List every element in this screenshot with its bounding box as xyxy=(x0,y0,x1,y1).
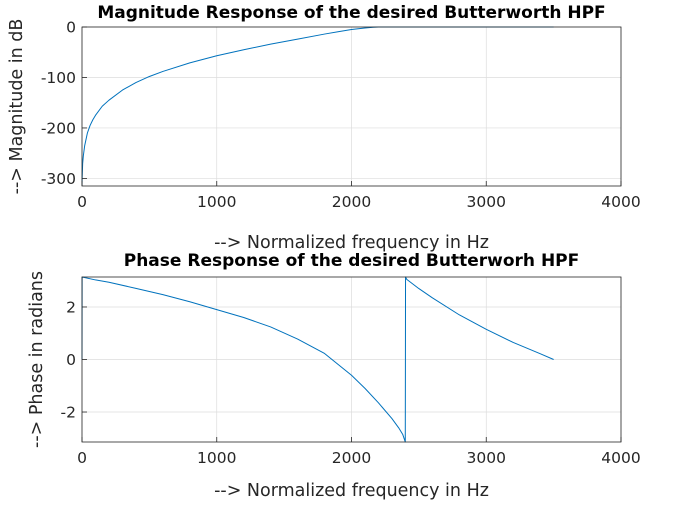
phase-xtick-label: 2000 xyxy=(332,449,371,467)
phase-ytick-label: 2 xyxy=(66,298,76,316)
phase-ylabel: --> Phase in radians xyxy=(27,271,47,448)
phase-xtick-label: 1000 xyxy=(197,449,236,467)
phase-xtick-label: 4000 xyxy=(601,449,640,467)
magnitude-xtick-label: 3000 xyxy=(467,193,506,211)
phase-series-line xyxy=(81,276,554,443)
magnitude-ytick-label: -200 xyxy=(41,119,76,137)
phase-xtick-label: 0 xyxy=(77,449,87,467)
phase-xtick-label: 3000 xyxy=(467,449,506,467)
magnitude-xtick-label: 2000 xyxy=(332,193,371,211)
magnitude-ylabel: --> Magnitude in dB xyxy=(7,19,27,195)
phase-subplot: 0 1000 2000 3000 4000 2 0 -2 Phase Response of … xyxy=(27,251,641,501)
magnitude-ytick-label: 0 xyxy=(66,19,76,37)
magnitude-title: Magnitude Response of the desired Butter… xyxy=(97,3,605,23)
magnitude-xtick-label: 1000 xyxy=(197,193,236,211)
phase-ytick-label: -2 xyxy=(61,404,76,422)
phase-ytick-label: 0 xyxy=(66,351,76,369)
magnitude-ytick-label: -100 xyxy=(41,69,76,87)
phase-title: Phase Response of the desired Butterworh… xyxy=(124,251,580,271)
magnitude-xtick-label: 4000 xyxy=(601,193,640,211)
magnitude-xtick-label: 0 xyxy=(77,193,87,211)
magnitude-ytick-label: -300 xyxy=(41,170,76,188)
magnitude-subplot: 0 1000 2000 3000 4000 0 -100 -200 -300 Magnitude… xyxy=(7,3,641,253)
phase-xlabel: --> Normalized frequency in Hz xyxy=(214,481,489,501)
magnitude-xlabel: --> Normalized frequency in Hz xyxy=(214,233,489,253)
